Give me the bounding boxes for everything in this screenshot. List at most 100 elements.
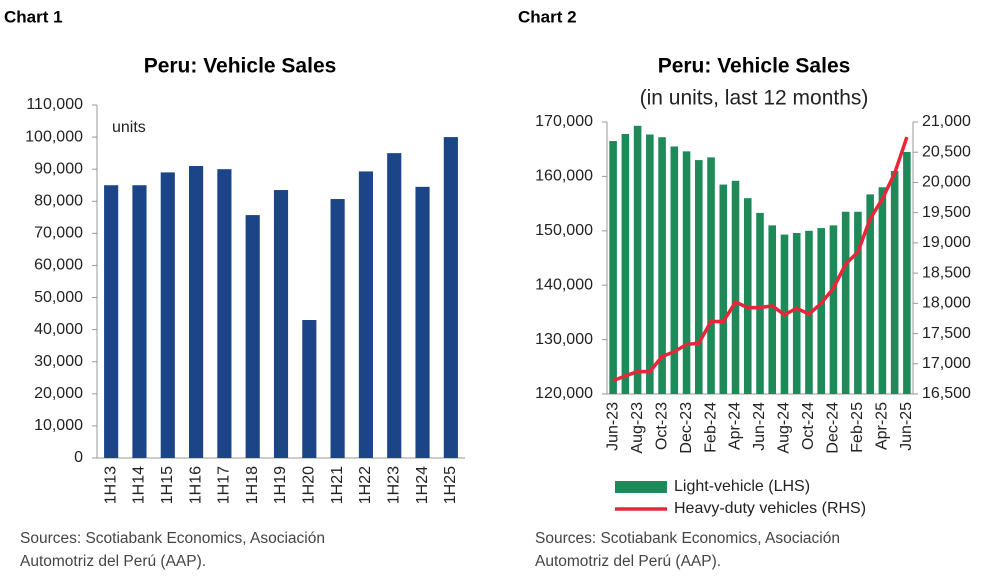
bar <box>841 211 850 394</box>
x-tick-label: 1H20 <box>301 466 318 504</box>
x-tick-label: 1H22 <box>357 466 374 504</box>
y-tick-label: 120,000 <box>535 385 593 402</box>
bar <box>160 172 175 458</box>
y-tick-label: 160,000 <box>535 168 593 185</box>
x-tick-label: Dec-24 <box>825 402 842 454</box>
x-tick-label: Feb-24 <box>702 402 719 453</box>
y2-tick-label: 19,500 <box>922 204 971 221</box>
legend-label: Light-vehicle (LHS) <box>674 478 810 495</box>
bar <box>302 320 317 458</box>
bar <box>387 153 402 459</box>
x-tick-label: 1H24 <box>414 466 431 504</box>
chart-title: Peru: Vehicle Sales <box>144 55 337 78</box>
y2-tick-label: 17,000 <box>922 355 971 372</box>
bar <box>829 225 838 394</box>
y-tick-label: 140,000 <box>535 276 593 293</box>
bar <box>443 137 458 458</box>
x-tick-label: Aug-24 <box>776 402 793 454</box>
x-tick-label: 1H16 <box>187 466 204 504</box>
y-tick-label: 170,000 <box>535 113 593 130</box>
annotation: units <box>112 119 146 136</box>
y-tick-label: 110,000 <box>26 96 83 113</box>
bar <box>132 185 147 458</box>
y-tick-label: 50,000 <box>34 289 83 306</box>
y-tick-label: 60,000 <box>34 257 83 274</box>
y-tick-label: 20,000 <box>34 385 83 402</box>
line <box>612 136 909 383</box>
chart-label: Chart 1 <box>4 7 63 26</box>
bar <box>415 186 430 458</box>
bar <box>854 211 862 394</box>
chart-subtitle: (in units, last 12 months) <box>640 87 869 110</box>
bar <box>217 169 232 458</box>
y2-tick-label: 21,000 <box>922 113 971 130</box>
bar <box>695 160 703 394</box>
x-tick-label: Oct-23 <box>653 402 670 450</box>
bar <box>731 180 740 394</box>
bar <box>817 228 825 394</box>
bar <box>903 151 911 394</box>
chart-label: Chart 2 <box>518 7 577 26</box>
bar <box>245 215 260 458</box>
bar <box>358 171 373 459</box>
bar <box>792 232 801 394</box>
bar <box>670 146 679 394</box>
bar <box>330 199 345 458</box>
x-tick-label: Jun-23 <box>604 402 621 451</box>
bar <box>646 134 654 394</box>
x-tick-label: Apr-24 <box>727 402 744 450</box>
x-tick-label: 1H17 <box>216 466 233 504</box>
source: Automotriz del Perú (AAP). <box>535 553 721 570</box>
bar <box>707 157 715 394</box>
bar <box>768 225 777 394</box>
chart-title: Peru: Vehicle Sales <box>658 55 851 78</box>
source: Sources: Scotiabank Economics, Asociació… <box>535 530 840 547</box>
y2-tick-label: 19,000 <box>922 234 971 251</box>
x-tick-label: Jun-24 <box>751 402 768 451</box>
bar <box>743 198 752 394</box>
y2-tick-label: 16,500 <box>922 385 971 402</box>
x-tick-label: 1H21 <box>329 466 346 504</box>
bar <box>719 184 728 394</box>
bar <box>189 165 204 459</box>
x-tick-label: 1H18 <box>244 466 261 504</box>
bar <box>682 151 691 394</box>
source: Automotriz del Perú (AAP). <box>20 553 206 570</box>
x-tick-label: 1H19 <box>272 466 289 504</box>
y2-tick-label: 20,500 <box>922 143 971 160</box>
y-tick-label: 150,000 <box>535 222 593 239</box>
bar <box>866 194 874 394</box>
y-tick-label: 30,000 <box>34 353 83 370</box>
bar <box>609 141 617 394</box>
y-tick-label: 10,000 <box>34 417 83 434</box>
y2-tick-label: 18,500 <box>922 264 971 281</box>
bar <box>633 125 642 395</box>
x-tick-label: Aug-23 <box>629 402 646 454</box>
bar <box>756 212 764 394</box>
y-tick-label: 40,000 <box>34 321 83 338</box>
bar <box>890 170 899 394</box>
y2-tick-label: 17,500 <box>922 325 971 342</box>
x-tick-label: 1H14 <box>131 466 148 504</box>
y-tick-label: 90,000 <box>34 160 83 177</box>
y-tick-label: 70,000 <box>34 225 83 242</box>
y-tick-label: 0 <box>74 449 83 466</box>
y-tick-label: 80,000 <box>34 192 83 209</box>
x-tick-label: Oct-24 <box>800 402 817 450</box>
bar <box>621 133 630 394</box>
legend-label: Heavy-duty vehicles (RHS) <box>674 500 866 517</box>
x-tick-label: Apr-25 <box>874 402 891 450</box>
bar <box>273 190 289 459</box>
x-tick-label: Dec-23 <box>678 402 695 454</box>
x-tick-label: 1H25 <box>442 466 459 504</box>
legend-swatch <box>615 481 667 493</box>
x-tick-label: 1H13 <box>102 466 119 504</box>
bar <box>878 187 887 394</box>
x-tick-label: Feb-25 <box>849 402 866 453</box>
y-tick-label: 100,000 <box>25 128 83 145</box>
y-tick-label: 130,000 <box>535 331 593 348</box>
source: Sources: Scotiabank Economics, Asociació… <box>20 530 325 547</box>
y2-tick-label: 18,000 <box>922 295 971 312</box>
bar <box>658 137 666 394</box>
